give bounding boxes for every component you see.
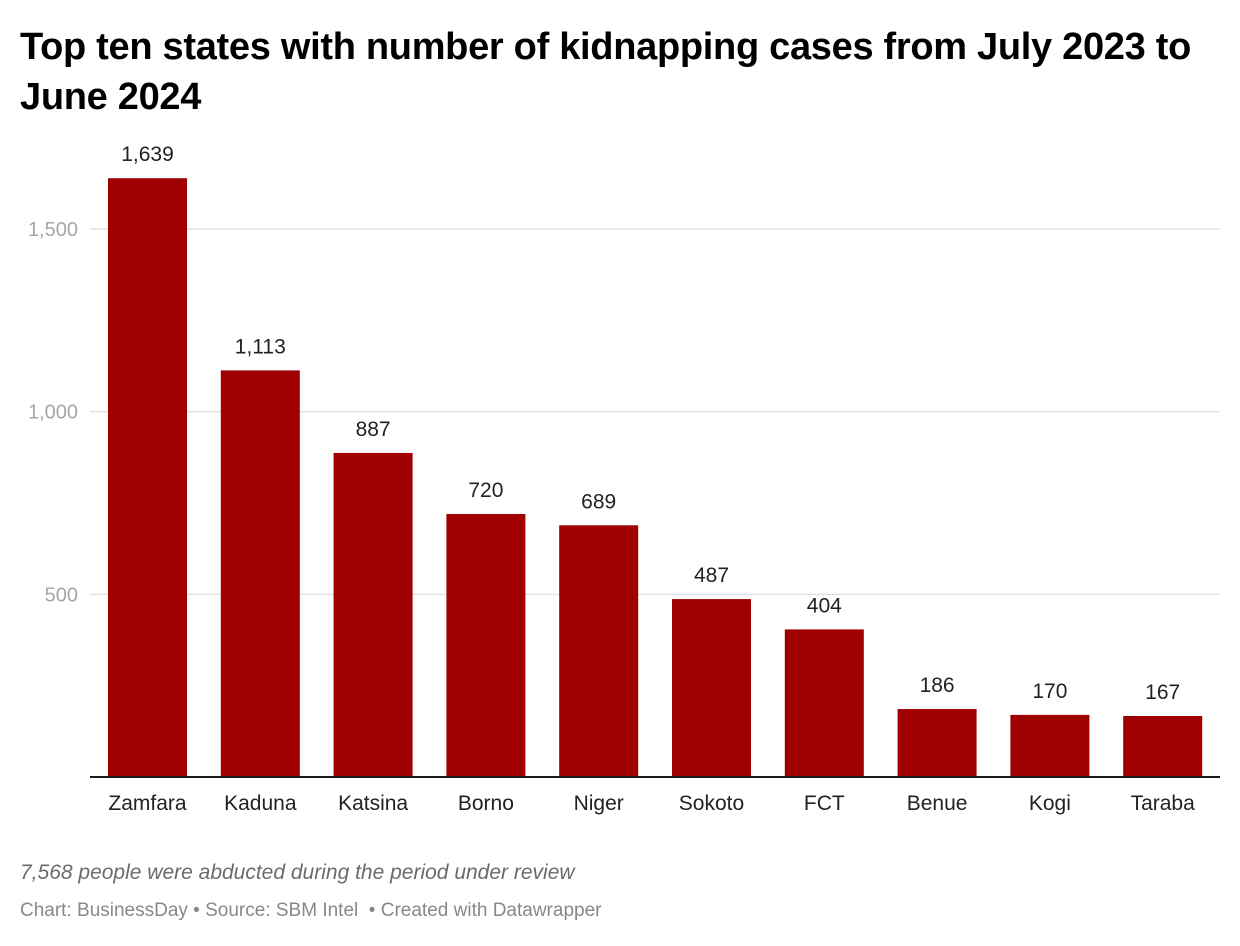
byline-source: Source: SBM Intel bbox=[205, 900, 359, 921]
category-label: Benue bbox=[907, 792, 968, 815]
byline-separator: • bbox=[187, 900, 206, 921]
bar-benue bbox=[897, 709, 977, 777]
value-label: 487 bbox=[694, 564, 729, 587]
value-label: 689 bbox=[581, 490, 616, 513]
category-label: Niger bbox=[574, 792, 624, 815]
category-label: Kaduna bbox=[224, 792, 297, 815]
byline-created-with: Created with Datawrapper bbox=[380, 900, 602, 921]
value-label: 1,113 bbox=[235, 335, 286, 358]
bar-sokoto bbox=[672, 599, 751, 777]
y-axis-tick-labels: 500 1,000 1,500 bbox=[28, 219, 78, 606]
bar-fct bbox=[784, 629, 864, 777]
value-label: 170 bbox=[1032, 680, 1067, 703]
y-tick-label: 500 bbox=[45, 584, 78, 606]
category-label: Sokoto bbox=[679, 792, 744, 815]
value-labels: 1,639 1,113 887 720 689 487 404 186 170 167 bbox=[121, 143, 1180, 704]
category-label: FCT bbox=[804, 792, 845, 815]
y-tick-label: 1,500 bbox=[28, 219, 78, 241]
category-label: Borno bbox=[458, 792, 514, 815]
chart-byline: Chart: BusinessDay • Source: SBM Intel •… bbox=[20, 900, 601, 922]
value-label: 720 bbox=[468, 479, 503, 502]
value-label: 186 bbox=[920, 674, 955, 697]
category-label: Kogi bbox=[1029, 792, 1071, 815]
value-label: 1,639 bbox=[121, 143, 174, 166]
value-label: 404 bbox=[807, 594, 842, 617]
bar-kaduna bbox=[220, 370, 300, 777]
byline-chart-credit: Chart: BusinessDay bbox=[20, 900, 188, 921]
chart-notes: 7,568 people were abducted during the pe… bbox=[20, 861, 575, 884]
category-label: Taraba bbox=[1131, 792, 1196, 815]
byline-separator: • bbox=[358, 900, 381, 921]
bars bbox=[108, 178, 1203, 777]
bar-borno bbox=[446, 513, 526, 777]
bar-kogi bbox=[1010, 714, 1090, 777]
x-axis-category-labels: Zamfara Kaduna Katsina Borno Niger Sokoto FCT B… bbox=[108, 792, 1195, 815]
chart-title: Top ten states with number of kidnapping… bbox=[20, 26, 1191, 118]
y-tick-label: 1,000 bbox=[28, 402, 78, 424]
category-label: Zamfara bbox=[108, 792, 187, 815]
bar-zamfara bbox=[108, 178, 187, 777]
category-label: Katsina bbox=[338, 792, 408, 815]
bar-taraba bbox=[1123, 715, 1203, 777]
bar-katsina bbox=[333, 452, 413, 777]
bar-niger bbox=[559, 525, 639, 777]
value-label: 167 bbox=[1145, 681, 1180, 704]
value-label: 887 bbox=[356, 418, 391, 441]
